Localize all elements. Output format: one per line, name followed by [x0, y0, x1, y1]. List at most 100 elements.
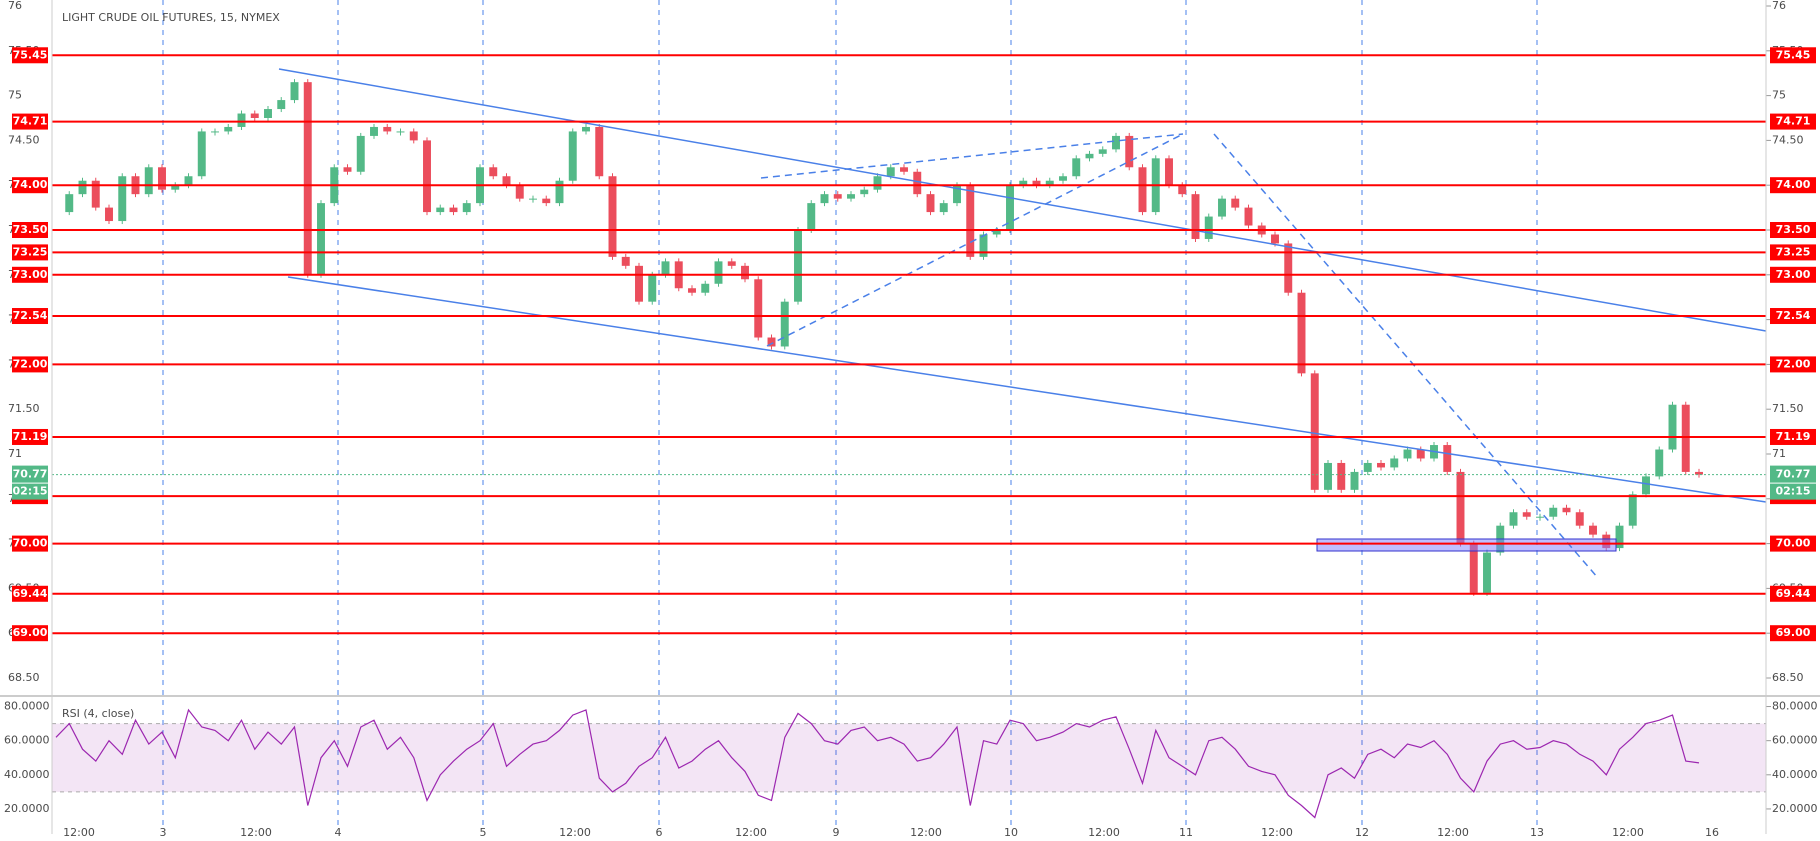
level-label-box — [12, 625, 48, 642]
candle-body — [913, 171, 922, 195]
x-tick-label: 13 — [1530, 826, 1544, 839]
candle-body — [1059, 176, 1067, 181]
candle-body — [886, 167, 895, 177]
candle-body — [1350, 471, 1359, 490]
candle-body — [1112, 135, 1120, 150]
candle-body — [1271, 234, 1279, 244]
candle-body — [661, 261, 670, 275]
candle-body — [1310, 373, 1319, 490]
candle-body — [1337, 462, 1346, 490]
candle-body — [224, 126, 233, 132]
candle-body — [317, 203, 325, 275]
level-label: 69.00 — [13, 626, 48, 639]
candle-body — [833, 194, 842, 199]
level-label-box — [1770, 625, 1816, 642]
level-label: 71.19 — [13, 430, 48, 443]
y-tick-label: 71 — [1772, 447, 1786, 460]
countdown-box — [1770, 483, 1816, 500]
x-tick-label: 12:00 — [240, 826, 272, 839]
candle-body — [807, 203, 816, 230]
level-label: 75.45 — [13, 48, 48, 61]
level-label-box — [1770, 244, 1816, 261]
candle-body — [396, 131, 405, 133]
candle-body — [900, 167, 908, 172]
level-label-box — [12, 356, 48, 373]
candle-body — [1178, 185, 1187, 195]
candle-body — [542, 198, 551, 204]
rsi-tick-label: 60.0000 — [4, 734, 50, 747]
current-price: 70.77 — [13, 468, 48, 481]
candle-body — [290, 82, 299, 101]
candle-body — [78, 180, 87, 195]
x-tick-label: 12:00 — [735, 826, 767, 839]
level-label-box — [12, 308, 48, 325]
candle-body — [1589, 525, 1597, 535]
candle-body — [1138, 167, 1147, 213]
x-tick-label: 4 — [335, 826, 342, 839]
candle-body — [1204, 216, 1213, 239]
current-price: 70.77 — [1776, 468, 1811, 481]
candle-body — [873, 176, 882, 190]
y-tick-label: 68.50 — [1772, 671, 1804, 684]
level-label: 73.50 — [1776, 223, 1811, 236]
candle-body — [635, 265, 643, 302]
candle-body — [1297, 292, 1306, 374]
candle-body — [1416, 449, 1425, 459]
rsi-tick-label: 80.0000 — [1772, 700, 1818, 713]
y-tick-label: 71.50 — [8, 402, 40, 415]
support-zone — [1316, 538, 1617, 552]
candle-body — [158, 167, 166, 190]
level-label: 73.00 — [1776, 268, 1811, 281]
candle-body — [237, 113, 246, 127]
level-label-box — [12, 244, 48, 261]
candle-body — [555, 180, 564, 204]
x-tick-label: 12:00 — [1088, 826, 1120, 839]
level-label: 73.00 — [13, 268, 48, 281]
candle-body — [1244, 207, 1253, 226]
rsi-tick-label: 20.0000 — [4, 802, 50, 815]
candle-body — [303, 82, 312, 275]
candle-body — [436, 207, 445, 213]
candle-body — [370, 126, 378, 136]
candle-body — [1668, 404, 1677, 450]
x-tick-label: 11 — [1179, 826, 1193, 839]
x-tick-label: 12:00 — [1612, 826, 1644, 839]
level-label-box — [12, 585, 48, 602]
level-label: 69.44 — [1776, 587, 1811, 600]
countdown: 02:15 — [1775, 485, 1810, 498]
x-tick-label: 12:00 — [910, 826, 942, 839]
rsi-line — [55, 708, 1700, 819]
candle-body — [1191, 194, 1200, 239]
price-box — [12, 465, 48, 483]
candle-body — [1019, 180, 1028, 186]
x-tick-label: 12 — [1355, 826, 1369, 839]
level-label-box — [1770, 47, 1816, 64]
level-label: 73.25 — [1776, 245, 1811, 258]
rsi-tick-label: 40.0000 — [1772, 768, 1818, 781]
level-label-box — [1770, 535, 1816, 552]
x-tick-label: 6 — [656, 826, 663, 839]
level-label-box — [1770, 222, 1816, 238]
candle-body — [1006, 185, 1014, 230]
channel-upper — [278, 68, 1767, 332]
level-label-box — [1770, 585, 1816, 602]
candle-body — [65, 194, 74, 213]
candle-body — [356, 135, 365, 172]
candle-body — [250, 113, 259, 118]
candle-body — [1324, 462, 1332, 490]
candle-body — [1125, 135, 1134, 168]
candle-body — [1509, 512, 1518, 526]
candle-body — [1522, 512, 1531, 517]
y-tick-label: 71.50 — [1772, 402, 1804, 415]
level-label-box — [12, 266, 48, 283]
level-label: 74.71 — [13, 115, 48, 128]
level-label-box — [12, 47, 48, 64]
candle-body — [1072, 158, 1081, 177]
x-tick-label: 5 — [480, 826, 487, 839]
channel-lower — [287, 276, 1767, 503]
candle-body — [1218, 198, 1226, 217]
y-tick-label: 74.50 — [1772, 133, 1804, 146]
level-label: 73.25 — [13, 245, 48, 258]
candle-body — [502, 176, 511, 186]
